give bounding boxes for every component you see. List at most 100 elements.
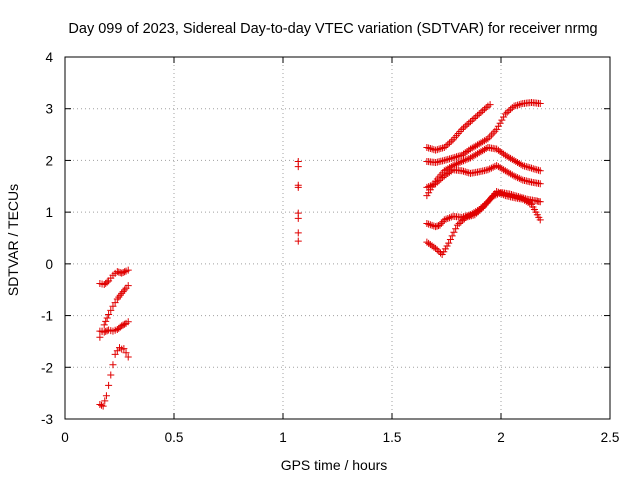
data-point xyxy=(473,209,481,217)
series-track-b xyxy=(294,157,302,245)
data-point xyxy=(440,144,448,151)
data-point xyxy=(466,212,474,220)
data-point xyxy=(515,174,523,182)
data-point xyxy=(426,221,434,229)
axis-ticks: 0 0.5 1 1.5 2 2.5 -3 -2 -1 0 1 2 3 4 xyxy=(41,50,619,445)
y-tick-label: -2 xyxy=(41,360,53,375)
data-point xyxy=(294,229,302,237)
data-point xyxy=(102,317,110,325)
data-point xyxy=(471,211,479,219)
data-point xyxy=(496,119,504,127)
data-point xyxy=(99,402,107,410)
y-tick-label: -1 xyxy=(41,309,53,324)
y-tick-label: 4 xyxy=(45,50,53,65)
data-point xyxy=(111,299,119,307)
data-point xyxy=(118,322,126,330)
data-point xyxy=(445,239,453,247)
data-point xyxy=(423,192,431,200)
data-point xyxy=(520,194,528,202)
data-point xyxy=(503,108,511,116)
grid-lines xyxy=(65,57,610,419)
data-point xyxy=(446,139,454,147)
data-point xyxy=(433,222,441,230)
data-point xyxy=(459,216,467,224)
data-point xyxy=(447,154,455,162)
data-point xyxy=(447,137,455,145)
y-tick-label: 0 xyxy=(45,257,53,272)
x-tick-label: 0 xyxy=(61,430,69,445)
data-points xyxy=(96,99,544,410)
data-point xyxy=(474,208,482,216)
data-point xyxy=(510,172,518,180)
data-point xyxy=(505,107,513,115)
data-point xyxy=(425,189,433,197)
data-point xyxy=(446,155,454,163)
data-point xyxy=(440,248,448,256)
data-point xyxy=(519,162,527,170)
data-point xyxy=(463,168,471,176)
data-point xyxy=(470,115,478,123)
data-point xyxy=(512,102,520,110)
data-point xyxy=(460,157,468,165)
data-point xyxy=(506,190,514,198)
data-point xyxy=(423,144,431,151)
data-point xyxy=(435,177,443,185)
data-point xyxy=(102,327,110,335)
y-tick-label: 3 xyxy=(45,102,53,117)
data-point xyxy=(109,302,117,310)
data-point xyxy=(433,178,441,186)
data-point xyxy=(111,350,119,358)
data-point xyxy=(119,321,127,329)
data-point xyxy=(492,191,500,199)
data-point xyxy=(294,214,302,222)
data-point xyxy=(478,205,486,213)
data-point xyxy=(522,163,530,171)
data-point xyxy=(103,314,111,322)
data-point xyxy=(461,122,469,130)
data-point xyxy=(451,153,459,161)
data-point xyxy=(425,220,433,228)
data-point xyxy=(507,105,515,113)
x-tick-label: 2 xyxy=(497,430,505,445)
data-point xyxy=(96,333,104,341)
data-point xyxy=(464,213,472,221)
y-axis-label: SDTVAR / TECUs xyxy=(5,184,21,296)
data-point xyxy=(461,168,469,176)
data-point xyxy=(457,218,465,226)
data-point xyxy=(509,191,517,199)
data-point xyxy=(536,198,544,206)
data-point xyxy=(432,180,440,188)
data-point xyxy=(124,318,132,326)
chart-title: Day 099 of 2023, Sidereal Day-to-day VTE… xyxy=(68,21,597,37)
data-point xyxy=(428,145,436,153)
data-point xyxy=(435,145,443,153)
data-point xyxy=(105,311,113,319)
data-point xyxy=(501,110,509,118)
data-point xyxy=(441,245,449,253)
data-point xyxy=(473,111,481,119)
data-point xyxy=(534,166,542,174)
data-point xyxy=(487,164,495,172)
data-point xyxy=(465,119,473,127)
data-point xyxy=(437,219,445,227)
data-point xyxy=(107,306,115,314)
data-point xyxy=(490,192,498,200)
data-point xyxy=(437,249,445,257)
data-point xyxy=(121,268,129,276)
data-point xyxy=(124,266,132,274)
data-point xyxy=(498,116,506,124)
data-point xyxy=(124,282,132,290)
data-point xyxy=(423,220,431,228)
data-point xyxy=(101,397,109,405)
data-point xyxy=(118,269,126,277)
data-point xyxy=(514,174,522,182)
data-point xyxy=(103,278,111,286)
series-track-c4 xyxy=(423,162,544,191)
y-tick-label: 1 xyxy=(45,205,53,220)
data-point xyxy=(493,125,501,133)
data-point xyxy=(432,223,440,231)
data-point xyxy=(452,225,460,233)
data-point xyxy=(486,101,494,109)
data-point xyxy=(511,192,519,200)
